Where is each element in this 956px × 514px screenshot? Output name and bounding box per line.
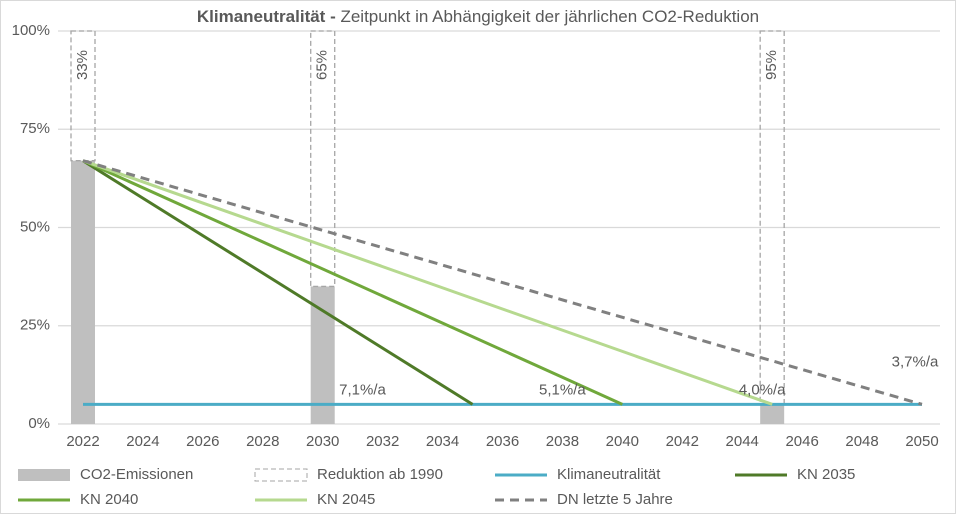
reduction-label: 95%: [763, 50, 780, 80]
x-tick-label: 2048: [845, 433, 878, 450]
title-bold: Klimaneutralität -: [197, 7, 336, 26]
x-tick-label: 2032: [366, 433, 399, 450]
x-tick-label: 2040: [606, 433, 639, 450]
grid: [58, 30, 940, 425]
legend-label: KN 2040: [80, 491, 138, 508]
legend-label: KN 2045: [317, 491, 375, 508]
series-line: [82, 159, 923, 406]
series-line: [82, 159, 773, 406]
x-tick-label: 2044: [726, 433, 759, 450]
x-tick-label: 2026: [186, 433, 219, 450]
chart-title: Klimaneutralität - Zeitpunkt in Abhängig…: [197, 7, 759, 26]
legend-item: CO2-Emissionen: [18, 466, 193, 483]
y-tick-label: 75%: [20, 120, 50, 137]
legend-item: KN 2045: [255, 491, 375, 508]
rate-label: 7,1%/a: [339, 381, 386, 398]
series-line: [82, 159, 474, 406]
legend-label: KN 2035: [797, 466, 855, 483]
reduction-label: 65%: [314, 50, 331, 80]
legend-label: Reduktion ab 1990: [317, 466, 443, 483]
reduction-box: [70, 30, 96, 162]
y-tick-label: 25%: [20, 317, 50, 334]
x-tick-label: 2034: [426, 433, 459, 450]
x-tick-label: 2042: [666, 433, 699, 450]
reduction-label: 33%: [74, 50, 91, 80]
x-tick-label: 2036: [486, 433, 519, 450]
rate-label: 4,0%/a: [739, 381, 786, 398]
y-tick-label: 0%: [28, 415, 50, 432]
legend-item: KN 2040: [18, 491, 138, 508]
legend-item: KN 2035: [735, 466, 855, 483]
x-tick-label: 2028: [246, 433, 279, 450]
reduction-box: [310, 30, 336, 288]
legend-label: DN letzte 5 Jahre: [557, 491, 673, 508]
y-tick-label: 100%: [12, 22, 50, 39]
x-tick-label: 2024: [126, 433, 159, 450]
legend-swatch: [254, 468, 308, 482]
series-line: [82, 159, 623, 406]
x-tick-label: 2022: [66, 433, 99, 450]
x-tick-label: 2030: [306, 433, 339, 450]
y-tick-label: 50%: [20, 218, 50, 235]
bar: [760, 404, 785, 424]
x-tick-label: 2038: [546, 433, 579, 450]
legend-item: Reduktion ab 1990: [254, 466, 443, 483]
rate-label: 3,7%/a: [892, 353, 939, 370]
bar: [71, 160, 95, 424]
subtitle: Zeitpunkt in Abhängigkeit der jährlichen…: [340, 7, 759, 26]
legend-label: CO2-Emissionen: [80, 466, 193, 483]
legend-swatch: [18, 469, 70, 481]
legend-item: DN letzte 5 Jahre: [495, 491, 673, 508]
legend-label: Klimaneutralität: [557, 466, 661, 483]
rate-label: 5,1%/a: [539, 381, 586, 398]
x-tick-label: 2046: [785, 433, 818, 450]
x-tick-label: 2050: [905, 433, 938, 450]
legend-item: Klimaneutralität: [495, 466, 661, 483]
